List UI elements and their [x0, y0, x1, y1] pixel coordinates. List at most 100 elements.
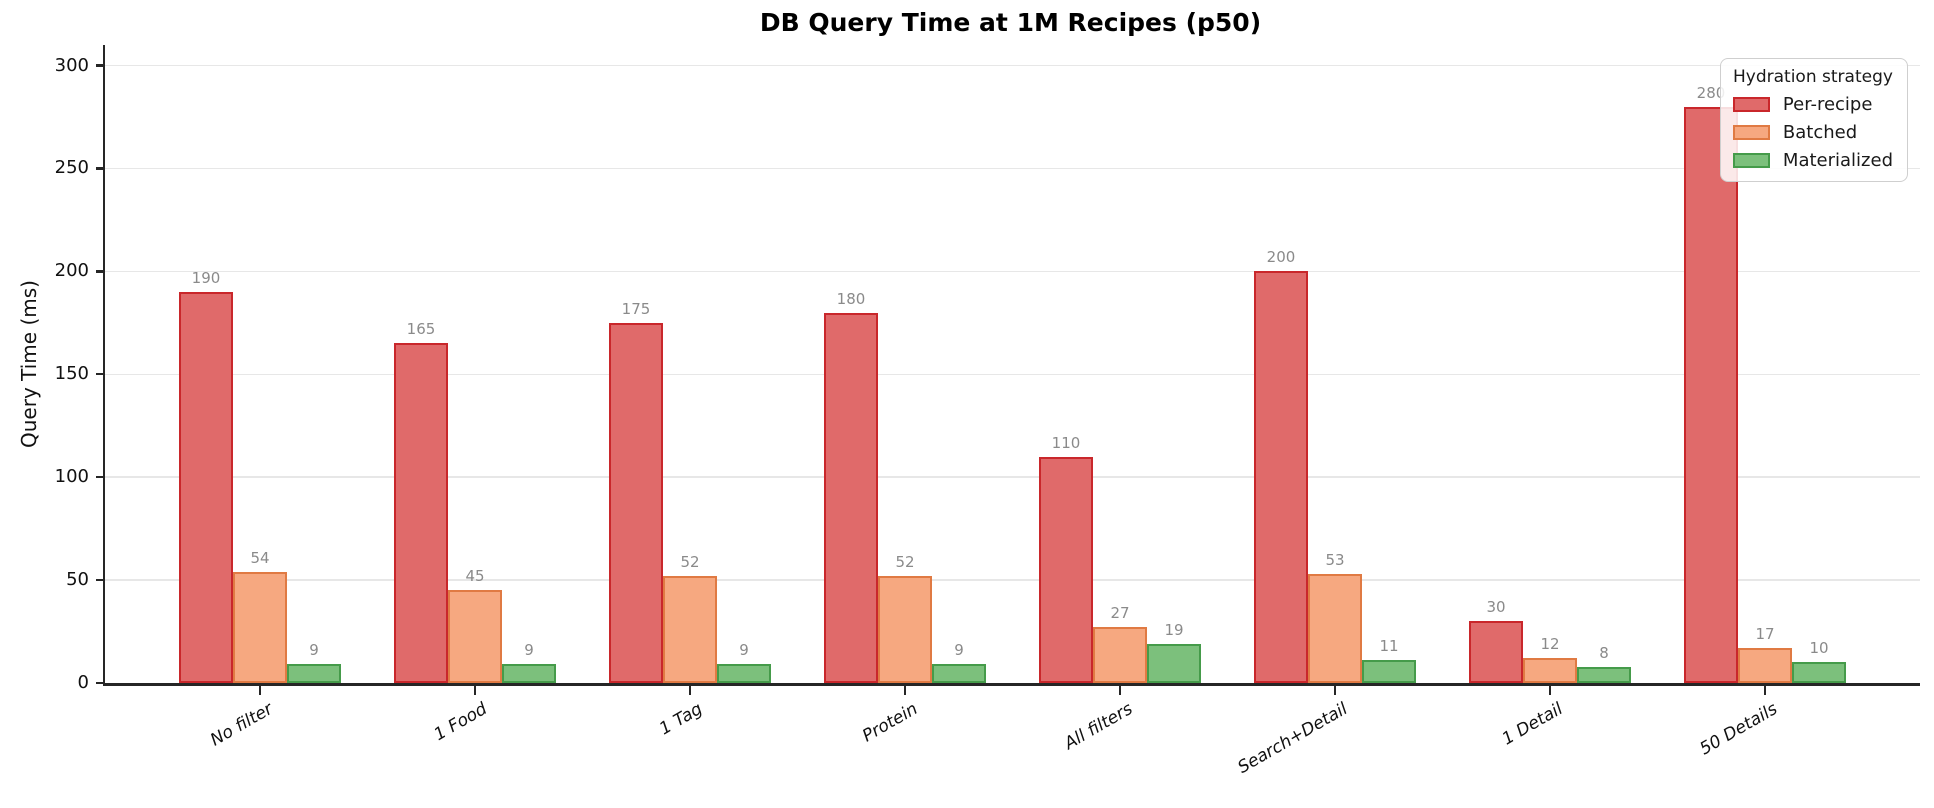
bar-value-label: 27	[1110, 604, 1130, 623]
bar-value-label: 200	[1266, 248, 1296, 267]
legend: Hydration strategy Per-recipe Batched Mate…	[1719, 58, 1908, 182]
gridline-250	[105, 167, 1920, 170]
x-tick-mark	[258, 686, 262, 695]
bar-per-recipe-8	[1684, 106, 1738, 683]
bar-per-recipe-2	[394, 343, 448, 683]
y-tick-label: 50	[66, 569, 89, 591]
bar-value-label: 175	[621, 299, 651, 318]
bar-value-label: 9	[524, 641, 534, 660]
bar-per-recipe-5	[1039, 456, 1093, 683]
x-tick-mark	[903, 686, 907, 695]
bar-batched-1	[233, 571, 287, 683]
bar-value-label: 17	[1755, 625, 1775, 644]
y-tick-mark	[96, 167, 105, 170]
x-tick-label: 1 Food	[431, 699, 491, 746]
bar-materialized-8	[1792, 662, 1846, 683]
bar-materialized-4	[932, 664, 986, 683]
bar-batched-4	[878, 575, 932, 683]
bar-materialized-2	[502, 664, 556, 683]
bar-value-label: 52	[680, 552, 700, 571]
legend-entry-batched: Batched	[1732, 122, 1893, 143]
x-tick-mark	[473, 686, 477, 695]
bar-value-label: 54	[250, 548, 270, 567]
y-tick-mark	[96, 681, 105, 685]
bar-batched-3	[663, 575, 717, 683]
bar-value-label: 10	[1809, 639, 1829, 658]
gridline-50	[105, 579, 1920, 581]
legend-entry-per-recipe: Per-recipe	[1732, 94, 1893, 115]
bar-per-recipe-1	[179, 291, 233, 683]
bar-materialized-7	[1577, 666, 1631, 683]
bar-value-label: 280	[1696, 83, 1726, 102]
bar-materialized-3	[717, 664, 771, 683]
bar-batched-2	[448, 590, 502, 683]
bar-batched-8	[1738, 648, 1792, 683]
y-tick-mark	[96, 475, 105, 479]
y-tick-label: 300	[54, 54, 89, 76]
y-tick-mark	[96, 64, 105, 67]
bar-value-label: 12	[1540, 635, 1560, 654]
legend-label: Per-recipe	[1782, 94, 1873, 115]
bar-value-label: 9	[309, 641, 319, 660]
x-tick-mark	[1333, 686, 1337, 695]
bar-per-recipe-7	[1469, 621, 1523, 683]
bar-value-label: 180	[836, 289, 866, 308]
gridline-150	[105, 373, 1920, 376]
bar-batched-6	[1308, 573, 1362, 683]
bar-value-label: 30	[1486, 598, 1506, 617]
legend-items: Per-recipe Batched Materialized	[1732, 94, 1893, 171]
y-axis-label: Query Time (ms)	[17, 280, 41, 448]
x-tick-mark	[688, 686, 692, 695]
bar-value-label: 190	[191, 268, 221, 287]
x-tick-label: All filters	[1060, 699, 1136, 754]
bar-per-recipe-6	[1254, 271, 1308, 683]
legend-label: Batched	[1782, 122, 1858, 143]
gridline-100	[105, 476, 1920, 478]
chart-title: DB Query Time at 1M Recipes (p50)	[759, 8, 1262, 37]
y-tick-label: 100	[54, 466, 89, 488]
bar-materialized-5	[1147, 643, 1201, 683]
bar-value-label: 11	[1379, 637, 1399, 656]
y-tick-label: 0	[77, 672, 89, 694]
gridline-200	[105, 270, 1920, 273]
legend-title: Hydration strategy	[1733, 67, 1893, 87]
x-tick-mark	[1118, 686, 1122, 695]
x-tick-label: No filter	[206, 699, 276, 751]
bar-value-label: 9	[954, 641, 964, 660]
y-tick-mark	[96, 578, 105, 582]
bar-value-label: 53	[1325, 550, 1345, 569]
plot-area: 0 50 100 150 200 250 300 No filter 190 54 9 1 Food 1…	[55, 45, 1920, 778]
y-tick-label: 200	[54, 260, 89, 282]
bar-value-label: 9	[739, 641, 749, 660]
x-tick-label: Protein	[858, 699, 921, 747]
bar-value-label: 165	[406, 320, 436, 339]
legend-swatch-icon	[1732, 125, 1770, 140]
y-tick-mark	[96, 373, 105, 376]
bar-value-label: 19	[1164, 620, 1184, 639]
x-tick-mark	[1548, 686, 1552, 695]
bar-value-label: 8	[1599, 643, 1609, 662]
x-tick-label: 1 Detail	[1498, 699, 1566, 750]
legend-entry-materialized: Materialized	[1732, 150, 1893, 171]
bar-value-label: 52	[895, 552, 915, 571]
y-tick-label: 250	[54, 157, 89, 179]
x-tick-label: 50 Details	[1696, 699, 1781, 760]
bar-batched-5	[1093, 627, 1147, 683]
x-tick-mark	[1763, 686, 1767, 695]
bar-materialized-6	[1362, 660, 1416, 683]
bar-per-recipe-3	[609, 322, 663, 683]
gridline-300	[105, 64, 1920, 67]
x-tick-label: Search+Detail	[1234, 699, 1351, 778]
bar-materialized-1	[287, 664, 341, 683]
y-tick-mark	[96, 270, 105, 273]
legend-swatch-icon	[1732, 97, 1770, 112]
legend-swatch-icon	[1732, 153, 1770, 168]
bar-value-label: 110	[1051, 433, 1081, 452]
y-tick-label: 150	[54, 363, 89, 385]
legend-label: Materialized	[1782, 150, 1893, 171]
bar-value-label: 45	[465, 567, 485, 586]
x-tick-label: 1 Tag	[656, 699, 706, 740]
bar-per-recipe-4	[824, 312, 878, 683]
bar-batched-7	[1523, 658, 1577, 683]
